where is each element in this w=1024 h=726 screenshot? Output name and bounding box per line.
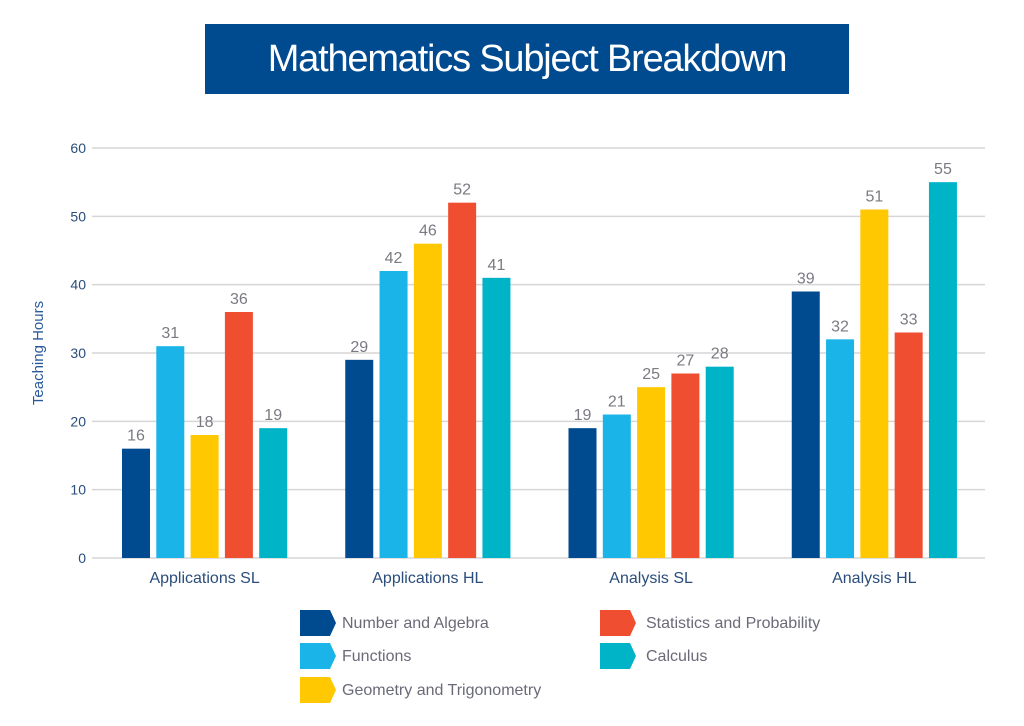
bar [894,332,923,558]
legend-item: Functions [300,643,411,669]
bar [224,312,253,558]
bar [671,373,700,558]
bar [568,428,597,558]
legend-item: Calculus [600,643,707,669]
chart-title: Mathematics Subject Breakdown [267,37,788,80]
data-label: 18 [196,414,214,431]
bar [826,339,855,558]
data-label: 42 [385,250,403,267]
x-tick-label: Analysis HL [832,570,917,587]
legend-item: Number and Algebra [300,610,489,636]
x-tick-label: Analysis SL [609,570,693,587]
y-tick-label: 10 [70,482,86,498]
legend-label: Functions [342,648,411,665]
data-label: 31 [161,325,179,342]
bar [860,209,889,558]
y-tick-label: 40 [70,277,86,293]
chart-title-banner: Mathematics Subject Breakdown [205,24,849,94]
bar [928,182,957,558]
data-label: 39 [797,271,815,288]
y-tick-label: 0 [78,550,86,566]
data-label: 32 [831,318,849,335]
legend-swatch-icon [600,610,636,636]
data-label: 19 [264,407,282,424]
data-label: 33 [900,312,918,329]
legend-label: Number and Algebra [342,615,489,632]
bar [259,428,288,558]
data-label: 51 [865,189,883,206]
bar [448,202,477,558]
data-label: 27 [677,353,695,370]
bar [602,414,631,558]
data-label: 21 [608,394,626,411]
bar [190,435,219,558]
y-tick-label: 30 [70,345,86,361]
data-label: 36 [230,291,248,308]
data-label: 46 [419,223,437,240]
y-tick-label: 50 [70,208,86,224]
bar [122,448,150,558]
data-label: 16 [127,428,145,445]
data-label: 41 [488,257,506,274]
legend-label: Calculus [646,648,707,665]
bar [156,346,185,558]
data-label: 19 [574,407,592,424]
legend-swatch-icon [300,677,336,703]
x-tick-label: Applications HL [372,570,483,587]
legend-swatch-icon [600,643,636,669]
bar [482,277,511,558]
y-axis-label: Teaching Hours [30,301,47,405]
data-label: 25 [642,366,660,383]
bar [345,359,374,558]
bar [791,291,820,558]
legend-swatch-icon [300,643,336,669]
bar [413,243,442,558]
legend-label: Statistics and Probability [646,615,820,632]
data-label: 52 [453,182,471,199]
x-tick-label: Applications SL [149,570,259,587]
data-label: 55 [934,161,952,178]
y-tick-label: 60 [70,140,86,156]
data-label: 29 [350,339,368,356]
bar [637,387,666,558]
legend-label: Geometry and Trigonometry [342,682,541,699]
legend-swatch-icon [300,610,336,636]
legend-item: Geometry and Trigonometry [300,677,541,703]
bar [705,366,734,558]
bar [379,271,408,558]
legend-item: Statistics and Probability [600,610,820,636]
y-tick-label: 20 [70,413,86,429]
data-label: 28 [711,346,729,363]
